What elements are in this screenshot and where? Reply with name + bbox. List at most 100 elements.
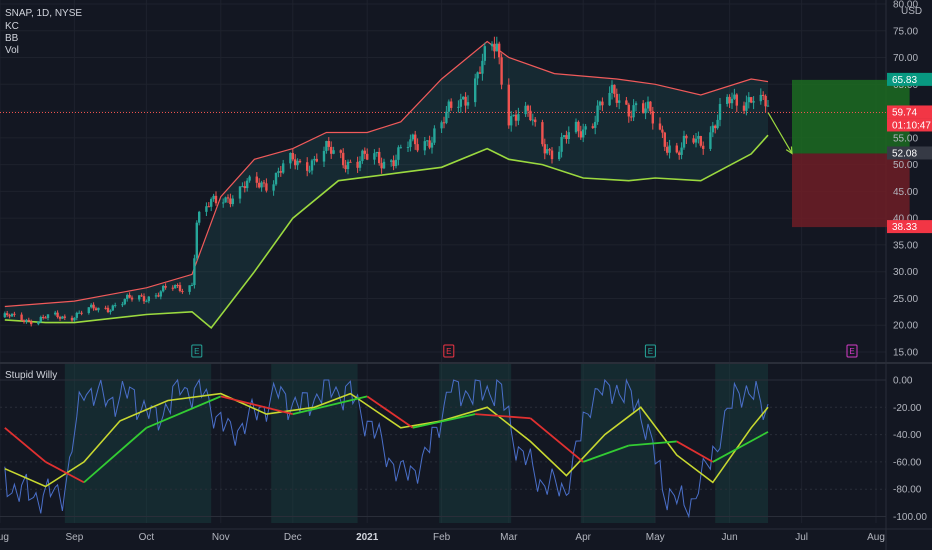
candle-body[interactable] xyxy=(30,321,33,325)
candle-body[interactable] xyxy=(193,258,196,286)
candle-body[interactable] xyxy=(73,317,76,321)
candle-body[interactable] xyxy=(6,313,9,316)
candle-body[interactable] xyxy=(733,94,736,99)
candle-body[interactable] xyxy=(390,160,393,162)
candle-body[interactable] xyxy=(20,314,23,321)
earnings-marker-0[interactable]: E xyxy=(191,344,203,358)
candle-body[interactable] xyxy=(601,101,604,106)
candle-body[interactable] xyxy=(380,163,383,169)
candle-body[interactable] xyxy=(766,105,770,107)
candle-body[interactable] xyxy=(450,101,453,108)
candle-body[interactable] xyxy=(176,284,179,286)
indicator-vol[interactable]: Vol xyxy=(5,45,19,56)
candle-body[interactable] xyxy=(598,101,602,106)
oscillator-title[interactable]: Stupid Willy xyxy=(5,370,57,381)
candle-body[interactable] xyxy=(702,145,705,149)
candle-body[interactable] xyxy=(277,171,280,173)
candle-body[interactable] xyxy=(726,96,729,105)
candle-body[interactable] xyxy=(392,160,395,167)
candle-body[interactable] xyxy=(54,312,57,315)
candle-body[interactable] xyxy=(142,296,146,302)
candle-body[interactable] xyxy=(13,313,16,315)
candle-body[interactable] xyxy=(238,186,242,199)
candle-body[interactable] xyxy=(498,43,501,58)
candle-body[interactable] xyxy=(423,141,426,151)
candle-body[interactable] xyxy=(711,125,714,133)
candle-body[interactable] xyxy=(574,121,578,133)
candle-body[interactable] xyxy=(246,180,249,189)
candle-body[interactable] xyxy=(22,320,26,322)
candle-body[interactable] xyxy=(406,146,410,148)
candle-body[interactable] xyxy=(358,160,362,168)
candle-body[interactable] xyxy=(646,101,650,109)
candle-body[interactable] xyxy=(512,114,515,117)
candle-body[interactable] xyxy=(466,102,470,106)
candle-body[interactable] xyxy=(632,105,635,118)
candle-body[interactable] xyxy=(445,111,448,123)
candle-body[interactable] xyxy=(42,317,45,319)
candle-body[interactable] xyxy=(543,144,546,154)
candle-body[interactable] xyxy=(212,195,215,200)
candle-body[interactable] xyxy=(63,316,66,318)
candle-body[interactable] xyxy=(394,159,398,167)
candle-body[interactable] xyxy=(229,198,232,205)
candle-body[interactable] xyxy=(615,93,618,103)
candle-body[interactable] xyxy=(296,160,299,166)
candle-body[interactable] xyxy=(106,307,110,313)
candle-body[interactable] xyxy=(123,299,126,305)
candle-body[interactable] xyxy=(378,151,381,164)
candle-body[interactable] xyxy=(517,114,520,121)
candle-body[interactable] xyxy=(8,315,11,317)
candle-body[interactable] xyxy=(507,84,510,126)
candle-body[interactable] xyxy=(577,121,580,132)
candle-body[interactable] xyxy=(178,285,182,292)
candle-body[interactable] xyxy=(61,316,64,319)
candle-body[interactable] xyxy=(742,105,746,111)
candle-body[interactable] xyxy=(716,119,719,129)
candle-body[interactable] xyxy=(332,150,335,154)
candle-body[interactable] xyxy=(582,129,585,138)
candle-body[interactable] xyxy=(78,312,81,314)
candle-body[interactable] xyxy=(464,96,467,106)
candle-body[interactable] xyxy=(313,158,316,161)
candle-body[interactable] xyxy=(414,134,417,145)
candle-body[interactable] xyxy=(226,197,230,199)
candle-body[interactable] xyxy=(567,132,570,139)
candle-body[interactable] xyxy=(159,291,162,297)
candle-body[interactable] xyxy=(190,285,194,287)
candle-body[interactable] xyxy=(327,141,330,147)
candle-body[interactable] xyxy=(97,307,100,311)
candle-body[interactable] xyxy=(375,151,378,154)
candle-body[interactable] xyxy=(171,287,174,289)
candle-body[interactable] xyxy=(58,317,62,319)
candle-body[interactable] xyxy=(198,211,201,223)
candle-body[interactable] xyxy=(70,317,74,321)
candle-body[interactable] xyxy=(121,304,124,306)
candle-body[interactable] xyxy=(397,147,400,160)
candle-body[interactable] xyxy=(265,183,268,191)
candle-body[interactable] xyxy=(325,141,328,151)
candle-body[interactable] xyxy=(735,94,738,106)
candle-body[interactable] xyxy=(550,150,554,160)
candle-body[interactable] xyxy=(140,295,143,297)
candle-body[interactable] xyxy=(682,135,686,148)
candle-body[interactable] xyxy=(728,96,731,104)
candle-body[interactable] xyxy=(399,147,402,149)
candle-body[interactable] xyxy=(625,100,628,105)
candle-body[interactable] xyxy=(490,43,494,47)
candle-body[interactable] xyxy=(361,150,364,161)
candle-body[interactable] xyxy=(258,182,261,188)
candle-body[interactable] xyxy=(409,139,412,147)
candle-body[interactable] xyxy=(658,123,662,130)
candle-body[interactable] xyxy=(531,119,534,121)
candle-body[interactable] xyxy=(145,301,148,303)
candle-body[interactable] xyxy=(565,135,568,139)
candle-body[interactable] xyxy=(714,125,717,129)
candle-body[interactable] xyxy=(224,197,227,203)
candle-body[interactable] xyxy=(747,97,750,103)
candle-body[interactable] xyxy=(162,285,165,292)
candle-body[interactable] xyxy=(476,72,479,79)
candle-body[interactable] xyxy=(248,176,251,181)
candle-body[interactable] xyxy=(764,95,767,107)
candle-body[interactable] xyxy=(356,161,359,168)
